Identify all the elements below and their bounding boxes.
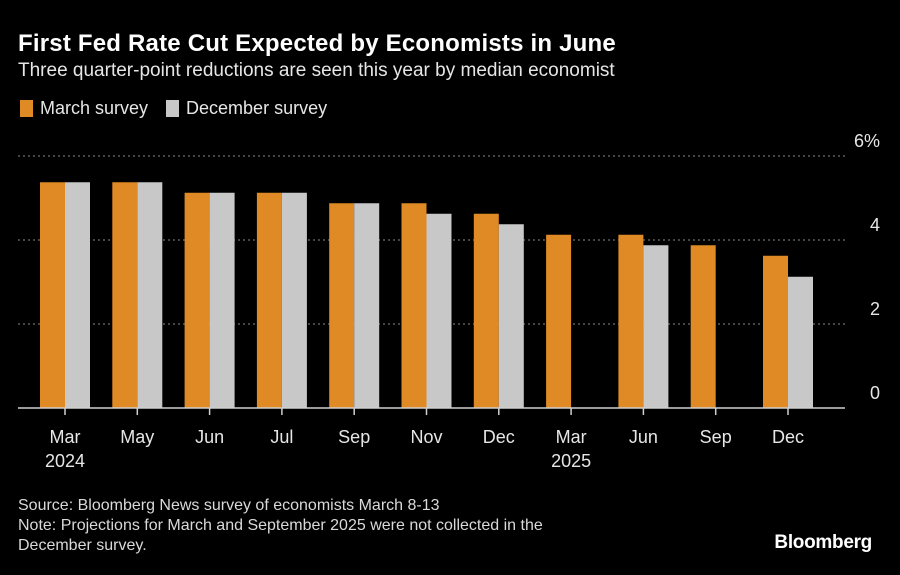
bar-december-0 <box>65 182 90 408</box>
legend-item-december: December survey <box>166 98 327 119</box>
bar-march-7 <box>546 234 572 408</box>
x-tick-label-0-0: Mar <box>50 427 81 447</box>
x-tick-label-6-0: Dec <box>483 427 515 447</box>
x-tick-label-8-0: Jun <box>629 427 658 447</box>
x-tick-label-7-0: Mar <box>556 427 587 447</box>
legend-item-march: March survey <box>20 98 148 119</box>
bar-march-6 <box>473 213 499 408</box>
bar-march-8 <box>618 234 644 408</box>
y-tick-label-3: 6% <box>854 131 880 151</box>
y-tick-label-1: 2 <box>870 299 880 319</box>
note-text-line2: December survey. <box>18 537 147 554</box>
axis-layer <box>18 407 845 415</box>
source-text: Source: Bloomberg News survey of economi… <box>18 497 440 514</box>
bar-march-1 <box>112 182 138 408</box>
bar-december-5 <box>426 213 452 408</box>
bar-march-10 <box>763 255 788 408</box>
footer: Source: Bloomberg News survey of economi… <box>18 496 543 556</box>
legend-label-december: December survey <box>186 98 328 118</box>
note-text-line1: Note: Projections for March and Septembe… <box>18 517 543 534</box>
bar-march-5 <box>401 203 427 408</box>
bar-december-1 <box>137 182 163 408</box>
y-tick-label-2: 4 <box>870 215 880 235</box>
chart-title: First Fed Rate Cut Expected by Economist… <box>18 30 616 57</box>
x-tick-label-7-1: 2025 <box>551 451 591 471</box>
bar-december-6 <box>498 224 524 408</box>
bloomberg-logo: Bloomberg <box>774 532 872 553</box>
x-tick-label-5-0: Nov <box>410 427 442 447</box>
legend-label-march: March survey <box>40 98 149 118</box>
x-tick-label-2-0: Jun <box>195 427 224 447</box>
bar-march-9 <box>690 245 716 408</box>
x-tick-label-9-0: Sep <box>700 427 732 447</box>
bars-layer <box>40 182 813 408</box>
legend: March survey December survey <box>20 98 345 119</box>
bar-december-2 <box>209 192 235 408</box>
bar-march-2 <box>184 192 210 408</box>
x-tick-label-10-0: Dec <box>772 427 804 447</box>
bar-december-3 <box>281 192 307 408</box>
x-tick-label-3-0: Jul <box>270 427 293 447</box>
bar-december-8 <box>643 245 669 408</box>
bar-december-10 <box>788 276 813 408</box>
labels-layer: 0 2 4 6% Mar 2024 May Jun Jul Sep Nov Dec Mar 2025 Jun… <box>45 131 880 471</box>
x-tick-label-0-1: 2024 <box>45 451 85 471</box>
legend-swatch-december <box>166 100 180 117</box>
chart-subtitle: Three quarter-point reductions are seen … <box>18 60 615 81</box>
bar-december-4 <box>354 203 380 408</box>
y-tick-label-0: 0 <box>870 383 880 403</box>
bar-march-4 <box>329 203 355 408</box>
x-tick-label-1-0: May <box>120 427 154 447</box>
x-tick-label-4-0: Sep <box>338 427 370 447</box>
bar-march-0 <box>40 182 65 408</box>
legend-swatch-march <box>20 100 33 117</box>
bar-march-3 <box>256 192 282 408</box>
